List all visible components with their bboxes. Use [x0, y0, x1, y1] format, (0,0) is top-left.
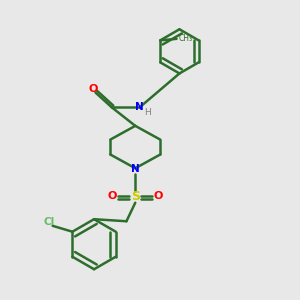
Text: H: H: [145, 108, 151, 117]
Text: O: O: [88, 84, 98, 94]
Text: O: O: [108, 191, 117, 201]
Text: N: N: [131, 164, 140, 174]
Text: CH₃: CH₃: [178, 34, 193, 43]
Text: Cl: Cl: [43, 217, 55, 227]
Text: O: O: [153, 191, 163, 201]
Text: S: S: [131, 190, 140, 203]
Text: N: N: [135, 102, 144, 112]
